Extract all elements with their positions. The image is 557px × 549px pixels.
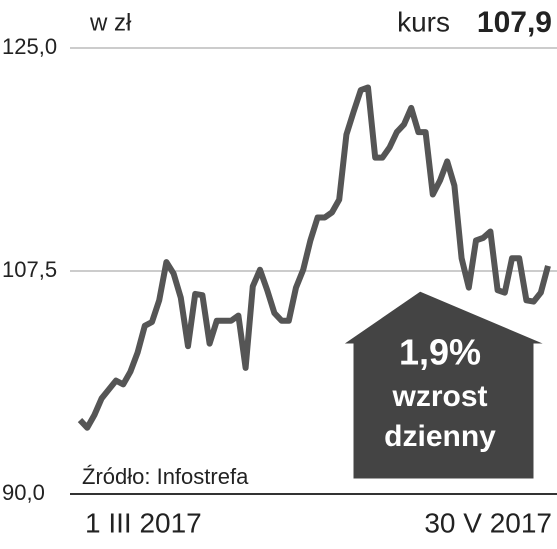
x-tick-label: 30 V 2017	[424, 507, 552, 538]
unit-label: w zł	[89, 9, 132, 36]
annotation-line: wzrost	[391, 380, 487, 413]
y-tick-label: 125,0	[2, 34, 57, 59]
up-arrow	[335, 288, 551, 482]
current-label: kurs	[397, 6, 450, 37]
current-value: 107,9	[477, 6, 552, 39]
annotation-line: dzienny	[384, 420, 496, 453]
y-tick-label: 90,0	[2, 480, 45, 505]
x-tick-label: 1 III 2017	[85, 507, 202, 538]
price-line	[77, 84, 551, 431]
change-label: 1,9%	[399, 332, 481, 373]
y-tick-label: 107,5	[2, 257, 57, 282]
source: Źródło: Infostrefa	[82, 464, 249, 489]
